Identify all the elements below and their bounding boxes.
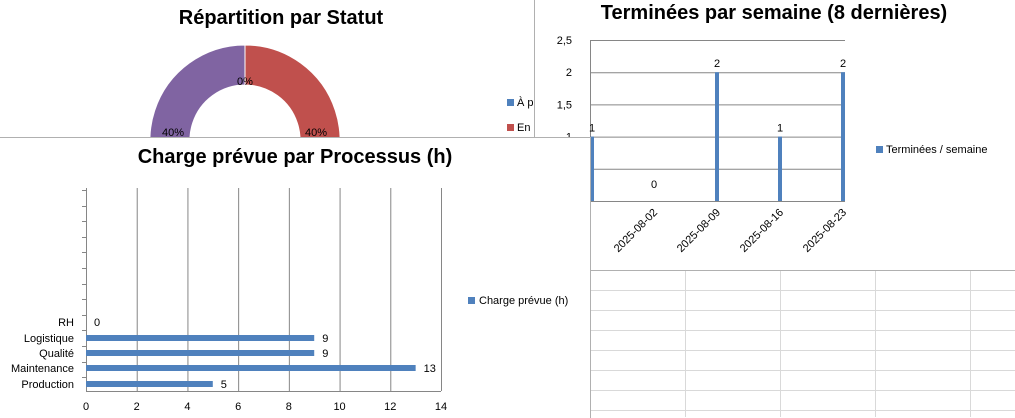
pie-slice <box>244 44 341 137</box>
process-x-tick-label: 2 <box>134 401 140 413</box>
pie-chart: Répartition par Statut 40% 40% 0% À p En <box>149 7 534 137</box>
weekly-legend-label: Terminées / semaine <box>886 144 988 156</box>
spreadsheet-grid <box>590 270 1015 417</box>
process-x-tick-label: 0 <box>83 401 89 413</box>
weekly-bar <box>590 136 594 201</box>
process-x-tick-label: 14 <box>435 401 447 413</box>
weekly-data-label: 2 <box>714 58 720 70</box>
process-bar <box>86 381 213 387</box>
process-data-label: 0 <box>94 317 100 329</box>
weekly-legend-swatch <box>876 146 883 153</box>
process-data-label: 9 <box>322 348 328 360</box>
pie-chart-panel[interactable]: Répartition par Statut 40% 40% 0% À p En <box>0 0 534 138</box>
process-category-label: Logistique <box>24 333 74 345</box>
pie-legend-swatch <box>507 99 514 106</box>
weekly-y-tick-label: 1,5 <box>557 99 572 111</box>
process-x-tick-label: 4 <box>184 401 190 413</box>
process-category-label: Maintenance <box>11 363 74 375</box>
process-category-label: Qualité <box>39 348 74 360</box>
pie-data-label: 0% <box>237 76 253 88</box>
process-bar-chart: Charge prévue par Processus (h) 0 2 4 6 8 10 1… <box>11 146 568 413</box>
process-bar <box>86 365 416 371</box>
pie-data-label: 40% <box>305 127 327 137</box>
weekly-x-tick-label: 2025-08-16 <box>738 207 786 255</box>
weekly-x-tick-label: 2025-08-02 <box>612 207 660 255</box>
weekly-x-tick-label: 2025-08-23 <box>801 207 849 255</box>
weekly-y-tick-label: 2 <box>566 67 572 79</box>
process-data-label: 9 <box>322 333 328 345</box>
process-bar <box>86 350 315 356</box>
process-x-tick-label: 8 <box>286 401 292 413</box>
weekly-x-tick-label: 2025-08-09 <box>675 207 723 255</box>
process-x-tick-label: 6 <box>235 401 241 413</box>
weekly-bar <box>715 72 719 201</box>
weekly-y-tick-label: 2,5 <box>557 35 572 47</box>
process-chart-panel[interactable]: Charge prévue par Processus (h) 0 2 4 6 8 10 1… <box>0 137 591 418</box>
weekly-data-label: 2 <box>840 58 846 70</box>
process-data-label: 5 <box>221 379 227 391</box>
process-category-label: Production <box>21 379 74 391</box>
process-legend-label: Charge prévue (h) <box>479 295 568 307</box>
process-x-tick-label: 12 <box>384 401 396 413</box>
weekly-bar <box>778 136 782 201</box>
weekly-bar-chart: Terminées par semaine (8 dernières) 2,5 2… <box>557 2 988 255</box>
process-bar <box>86 335 315 341</box>
process-legend-swatch <box>468 297 475 304</box>
pie-data-label: 40% <box>162 127 184 137</box>
weekly-data-label: 1 <box>777 123 783 135</box>
pie-chart-title: Répartition par Statut <box>179 7 384 29</box>
weekly-data-label: 1 <box>589 123 595 135</box>
process-x-tick-label: 10 <box>333 401 345 413</box>
pie-legend-label: En <box>517 122 530 134</box>
weekly-bar <box>841 72 845 201</box>
process-data-label: 13 <box>424 363 436 375</box>
weekly-chart-title: Terminées par semaine (8 dernières) <box>601 2 947 24</box>
pie-legend-label: À p <box>517 96 534 109</box>
pie-slice <box>149 44 246 137</box>
weekly-data-label: 0 <box>651 179 657 191</box>
weekly-chart-panel[interactable]: Terminées par semaine (8 dernières) 2,5 2… <box>534 0 1015 271</box>
process-chart-title: Charge prévue par Processus (h) <box>138 146 453 168</box>
pie-legend-swatch <box>507 124 514 131</box>
process-category-label: RH <box>58 317 74 329</box>
